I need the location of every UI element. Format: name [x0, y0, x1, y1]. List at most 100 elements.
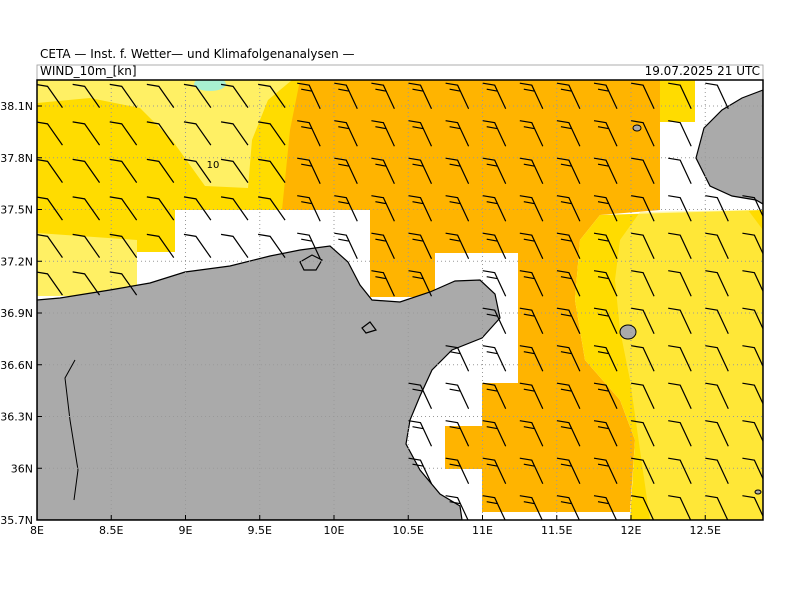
- wind-barb: [556, 457, 581, 485]
- wind-barb: [72, 271, 101, 296]
- variable: WIND_10m_[kn]: [40, 64, 137, 78]
- wind-barb: [445, 495, 469, 520]
- wind-barb: [519, 232, 544, 260]
- wind-barb: [742, 420, 763, 443]
- wind-band-pale: [37, 233, 137, 296]
- wind-barb: [37, 158, 63, 183]
- wind-barb: [742, 457, 763, 481]
- wind-barb: [593, 307, 618, 335]
- wind-barb: [631, 307, 655, 335]
- wind-barb: [445, 157, 470, 185]
- lat-label: 36.6N: [0, 359, 33, 372]
- wind-barb: [408, 157, 433, 185]
- wind-barb: [183, 121, 212, 146]
- wind-barb: [482, 120, 507, 147]
- wind-barb: [631, 382, 655, 410]
- wind-barb: [408, 457, 433, 485]
- wind-barb: [297, 157, 321, 185]
- wind-barb: [482, 307, 507, 335]
- wind-barb: [297, 82, 321, 110]
- wind-barb: [556, 232, 581, 260]
- wind-barb: [668, 232, 692, 260]
- wind-barb: [445, 457, 470, 485]
- wind-barb: [631, 457, 655, 485]
- wind-barb: [668, 307, 692, 335]
- wind-barb: [482, 420, 507, 447]
- wind-barb: [37, 233, 63, 258]
- wind-barb: [408, 82, 433, 110]
- wind-barb: [593, 457, 618, 485]
- wind-barb: [593, 82, 618, 110]
- wind-barb: [742, 495, 763, 518]
- wind-barb: [183, 83, 212, 108]
- wind-barb: [371, 120, 395, 147]
- wind-barb: [482, 232, 507, 260]
- wind-barb: [519, 307, 544, 335]
- wind-barb: [556, 382, 581, 410]
- wind-barb: [482, 457, 507, 485]
- wind-barb: [334, 82, 358, 110]
- wind-barb: [408, 382, 433, 410]
- wind-barb: [519, 195, 544, 222]
- wind-barb: [220, 121, 249, 146]
- wind-barb: [445, 345, 470, 372]
- wind-barb: [705, 382, 729, 410]
- wind-barb: [482, 82, 507, 110]
- contour-label: 10: [207, 160, 220, 171]
- wind-barb: [668, 157, 692, 185]
- wind-barb: [334, 120, 358, 147]
- wind-barb: [482, 495, 506, 520]
- wind-barb: [183, 158, 212, 183]
- wind-barb: [258, 196, 286, 221]
- wind-barb: [482, 270, 507, 297]
- wind-barb: [668, 420, 692, 447]
- wind-barb: [705, 82, 729, 110]
- wind-barb: [593, 270, 618, 297]
- lon-label: 9.5E: [248, 524, 272, 537]
- wind-barb: [371, 232, 395, 260]
- lon-label: 12.5E: [690, 524, 721, 537]
- wind-barb: [72, 158, 101, 183]
- wind-barb: [297, 195, 321, 222]
- wind-barb: [519, 345, 544, 372]
- wind-barb: [668, 195, 692, 222]
- wind-barb: [37, 121, 63, 146]
- datetime: 19.07.2025 21 UTC: [645, 64, 760, 78]
- lon-label: 10.5E: [393, 524, 424, 537]
- wind-barb: [556, 420, 581, 447]
- wind-barb: [146, 233, 175, 258]
- wind-barb: [556, 270, 581, 297]
- wind-barb: [258, 83, 286, 108]
- wind-barb: [593, 495, 618, 520]
- wind-barb: [742, 345, 763, 368]
- wind-barb: [668, 82, 692, 110]
- land: [37, 89, 763, 520]
- wind-barb: [334, 157, 358, 185]
- wind-barb: [593, 195, 618, 222]
- lat-label: 37.8N: [0, 152, 33, 165]
- wind-barb: [593, 345, 618, 372]
- frame: [36, 79, 764, 521]
- wind-barb: [668, 495, 692, 520]
- wind-barb: [593, 382, 618, 410]
- lon-label: 12E: [621, 524, 642, 537]
- wind-barb: [37, 196, 63, 221]
- wind-barb: [408, 120, 433, 147]
- wind-barb: [705, 420, 729, 447]
- wind-barb: [705, 495, 729, 520]
- wind-barb: [593, 420, 618, 447]
- wind-barb: [482, 382, 507, 410]
- wind-barb: [519, 120, 544, 147]
- island: [754, 489, 762, 495]
- wind-barb: [109, 233, 138, 258]
- wind-barb: [631, 495, 655, 520]
- map-area: [37, 80, 763, 520]
- wind-barb: [371, 195, 395, 222]
- wind-barb: [742, 270, 763, 293]
- wind-barb: [519, 270, 544, 297]
- wind-barb: [72, 83, 101, 108]
- institute: CETA — Inst. f. Wetter— und Klimafolgena…: [40, 47, 355, 61]
- lat-label: 36.9N: [0, 307, 33, 320]
- wind-band-gold: [660, 80, 695, 122]
